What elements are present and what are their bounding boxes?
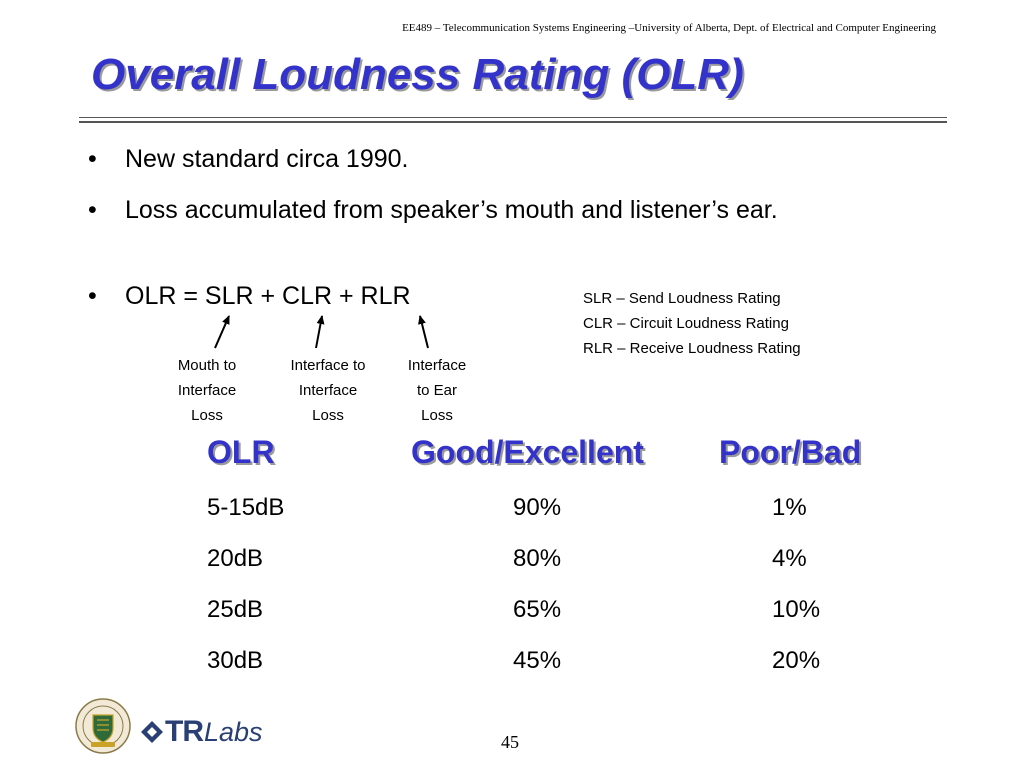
definitions-list: SLR – Send Loudness Rating CLR – Circuit… [583, 286, 801, 361]
table-cell: 20dB [207, 545, 264, 572]
slide-title: Overall Loudness Rating (OLR) [91, 50, 744, 99]
table-cell: 80% [513, 545, 562, 572]
bullet-symbol: • [88, 145, 97, 173]
loss-label-line: Interface [298, 382, 358, 399]
table-cell: 65% [513, 596, 562, 623]
trlabs-logo: TR Labs [139, 715, 263, 748]
bullet-item: • New standard circa 1990. [88, 145, 408, 174]
table-cell: 20% [772, 647, 821, 674]
bullet-symbol: • [88, 282, 97, 310]
bullet-text: New standard circa 1990. [125, 145, 409, 173]
loss-label-line: Interface [407, 357, 467, 374]
title-divider-thin [79, 117, 947, 118]
loss-label-mouth-to-interface: Mouth to Interface Loss [152, 353, 262, 428]
table-cell: 25dB [207, 596, 264, 623]
loss-label-line: Loss [191, 407, 223, 424]
loss-label-interface-to-ear: Interface to Ear Loss [382, 353, 492, 428]
bullet-symbol: • [88, 196, 97, 224]
table-cell: 10% [772, 596, 821, 623]
title-divider-thick [79, 121, 947, 123]
table-cell: 90% [513, 494, 562, 521]
trlabs-mark-icon [141, 721, 163, 743]
loss-label-line: Loss [421, 407, 453, 424]
table-header-poor-bad: Poor/Bad [719, 434, 862, 470]
definition-slr: SLR – Send Loudness Rating [583, 290, 781, 307]
table-cell: 5-15dB [207, 494, 285, 521]
table-cell: 45% [513, 647, 562, 674]
course-header: EE489 – Telecommunication Systems Engine… [402, 22, 936, 34]
loss-label-line: to Ear [416, 382, 458, 399]
page-number: 45 [501, 732, 519, 752]
table-cell: 1% [772, 494, 807, 521]
table-cell: 30dB [207, 647, 264, 674]
loss-label-line: Loss [312, 407, 344, 424]
loss-label-interface-to-interface: Interface to Interface Loss [273, 353, 383, 428]
trlabs-labs: Labs [204, 716, 263, 747]
bullet-item: • Loss accumulated from speaker’s mouth a… [88, 196, 778, 225]
table-header-good-excellent: Good/Excellent [411, 434, 644, 470]
loss-label-line: Mouth to [177, 357, 237, 374]
trlabs-tr: TR [165, 715, 204, 748]
university-crest-icon [75, 698, 131, 754]
table-cell: 4% [772, 545, 807, 572]
loss-label-line: Interface [177, 382, 237, 399]
table-header-olr: OLR [207, 434, 275, 470]
bullet-text: Loss accumulated from speaker’s mouth an… [125, 196, 778, 224]
definition-clr: CLR – Circuit Loudness Rating [583, 315, 789, 332]
formula-text: OLR = SLR + CLR + RLR [125, 282, 411, 310]
definition-rlr: RLR – Receive Loudness Rating [583, 340, 801, 357]
loss-label-line: Interface to [290, 357, 366, 374]
bullet-item-formula: • OLR = SLR + CLR + RLR [88, 282, 411, 311]
